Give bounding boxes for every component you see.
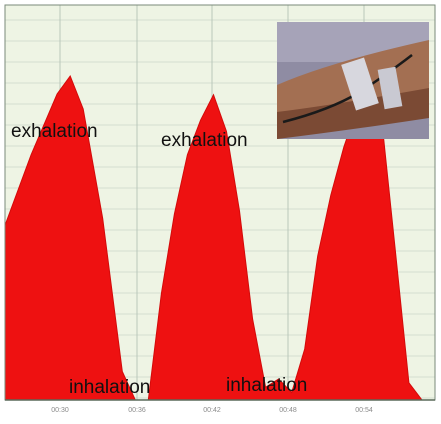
x-tick-label: 00:48 [279, 407, 297, 414]
arm-sensor-photo [277, 22, 429, 139]
annotation-inhalation-2: inhalation [226, 375, 307, 396]
x-tick-label: 00:36 [128, 407, 146, 414]
x-tick-label: 00:42 [203, 407, 221, 414]
annotation-inhalation-1: inhalation [69, 377, 150, 398]
x-tick-label: 00:30 [51, 407, 69, 414]
x-tick-label: 00:54 [355, 407, 373, 414]
annotation-exhalation-2: exhalation [161, 130, 248, 151]
x-tick-labels: 00:30 00:36 00:42 00:48 00:54 [51, 407, 373, 414]
annotation-exhalation-1: exhalation [11, 121, 98, 142]
